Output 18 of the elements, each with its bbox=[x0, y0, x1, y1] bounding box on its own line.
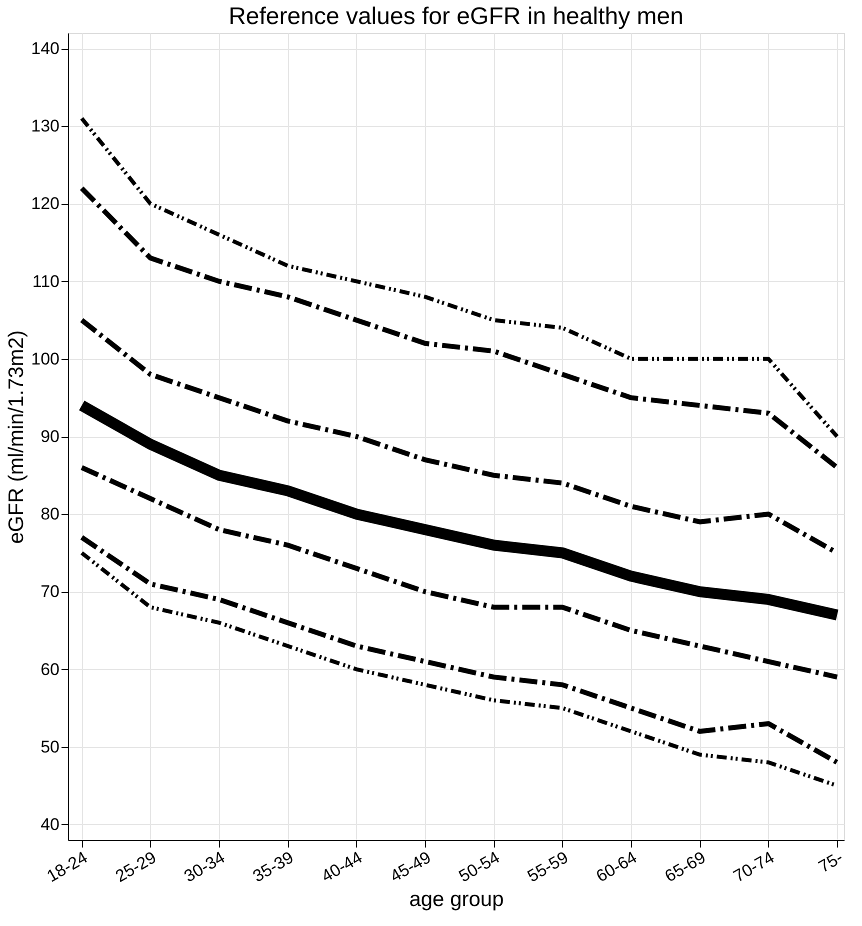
x-tick-label: 45-49 bbox=[386, 848, 434, 886]
chart-title: Reference values for eGFR in healthy men bbox=[228, 3, 684, 30]
y-tick-label: 80 bbox=[40, 504, 60, 524]
y-tick-label: 140 bbox=[31, 39, 60, 58]
y-tick-label: 90 bbox=[40, 427, 60, 446]
y-tick-label: 100 bbox=[31, 349, 60, 368]
y-tick-label: 130 bbox=[31, 116, 60, 136]
y-axis-title: eGFR (ml/min/1.73m2) bbox=[5, 330, 28, 544]
line-series bbox=[80, 116, 840, 438]
x-tick-label: 40-44 bbox=[318, 848, 366, 886]
y-tick-label: 60 bbox=[40, 660, 60, 679]
y-tick-label: 40 bbox=[40, 814, 60, 834]
y-tick-label: 110 bbox=[32, 272, 60, 291]
y-tick-label: 70 bbox=[40, 582, 60, 602]
x-axis-title: age group bbox=[409, 888, 504, 912]
y-tick-label: 50 bbox=[40, 737, 60, 756]
y-tick-label: 120 bbox=[31, 194, 60, 214]
x-tick-label: 75- bbox=[815, 848, 846, 877]
